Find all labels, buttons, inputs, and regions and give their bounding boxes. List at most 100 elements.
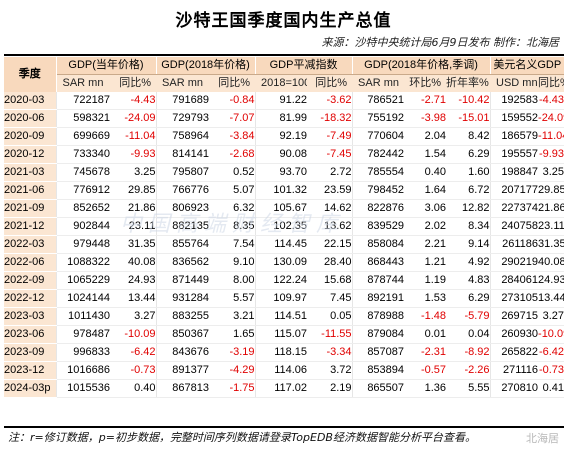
table-cell: 785554 bbox=[351, 163, 405, 182]
row-period: 2022-09 bbox=[4, 271, 56, 290]
table-cell: 8.42 bbox=[446, 127, 491, 146]
table-cell: 1015536 bbox=[55, 379, 110, 398]
group-header-gdp-2018-sa: GDP(2018年价格,季调) bbox=[351, 57, 491, 75]
table-cell: 729793 bbox=[155, 109, 210, 128]
row-period: 2023-12 bbox=[4, 361, 56, 380]
table-cell: -24.09 bbox=[110, 109, 157, 128]
source-line: 来源：沙特中央统计局6月9日发布 制作：北海居 bbox=[321, 36, 560, 49]
table-cell: 9.10 bbox=[209, 253, 256, 272]
table-row: 2022-12 1024144 13.44 931284 5.57 109.97 7.45 8… bbox=[4, 289, 565, 308]
table-cell: 755192 bbox=[351, 109, 405, 128]
row-period: 2020-12 bbox=[4, 145, 56, 164]
row-period: 2020-03 bbox=[4, 92, 56, 110]
table-cell: 0.05 bbox=[307, 307, 353, 326]
table-cell: -11.55 bbox=[307, 325, 353, 344]
table-cell: -4.29 bbox=[209, 361, 256, 380]
table-cell: 21.86 bbox=[538, 199, 565, 218]
table-cell: 122.24 bbox=[254, 271, 308, 290]
table-cell: 852652 bbox=[55, 199, 110, 218]
table-cell: 878744 bbox=[351, 271, 405, 290]
table-cell: 260930 bbox=[489, 325, 539, 344]
table-cell: -6.42 bbox=[538, 343, 565, 362]
table-cell: 996833 bbox=[55, 343, 110, 362]
table-cell: 858084 bbox=[351, 235, 405, 254]
table-cell: 8.34 bbox=[446, 217, 491, 236]
table-cell: 270810 bbox=[489, 379, 539, 398]
table-cell: 115.07 bbox=[254, 325, 308, 344]
table-cell: 770604 bbox=[351, 127, 405, 146]
table-body: 2020-03 722187 -4.43 791689 -0.84 91.22 -3.62 7… bbox=[4, 92, 565, 398]
table-cell: 159552 bbox=[489, 109, 539, 128]
table-cell: 1.60 bbox=[446, 163, 491, 182]
group-header-gdp-current: GDP(当年价格) bbox=[55, 57, 157, 75]
table-cell: 186579 bbox=[489, 127, 539, 146]
table-cell: 979448 bbox=[55, 235, 110, 254]
group-header-deflator: GDP平减指数 bbox=[254, 57, 353, 75]
table-cell: -9.93 bbox=[110, 145, 157, 164]
table-cell: -0.57 bbox=[404, 361, 447, 380]
row-period: 2020-06 bbox=[4, 109, 56, 128]
table-cell: 109.97 bbox=[254, 289, 308, 308]
sub-header: SAR mn bbox=[156, 74, 210, 92]
table-cell: 31.35 bbox=[110, 235, 157, 254]
table-cell: 13.62 bbox=[307, 217, 353, 236]
table-cell: 839529 bbox=[351, 217, 405, 236]
table-cell: 29.85 bbox=[538, 181, 565, 200]
table-row: 2022-03 979448 31.35 855764 7.54 114.45 22.15 8… bbox=[4, 235, 565, 254]
table-cell: 40.08 bbox=[538, 253, 565, 272]
table-cell: 290219 bbox=[489, 253, 539, 272]
table-cell: 0.01 bbox=[404, 325, 447, 344]
table-cell: -2.68 bbox=[209, 145, 256, 164]
table-cell: 6.29 bbox=[446, 289, 491, 308]
table-row: 2020-03 722187 -4.43 791689 -0.84 91.22 -3.62 7… bbox=[4, 92, 565, 110]
table-cell: 91.22 bbox=[254, 92, 308, 110]
table-cell: 29.85 bbox=[110, 181, 157, 200]
table-cell: 13.44 bbox=[110, 289, 157, 308]
table-cell: -0.73 bbox=[538, 361, 565, 380]
table-cell: 7.45 bbox=[307, 289, 353, 308]
table-cell: 4.92 bbox=[446, 253, 491, 272]
table-cell: 195557 bbox=[489, 145, 539, 164]
table-cell: -6.42 bbox=[110, 343, 157, 362]
table-cell: 15.68 bbox=[307, 271, 353, 290]
table-cell: 868443 bbox=[351, 253, 405, 272]
table-cell: -4.43 bbox=[538, 92, 565, 110]
table-cell: 1.53 bbox=[404, 289, 447, 308]
table-row: 2022-09 1065229 24.93 871449 8.00 122.24 15.68… bbox=[4, 271, 565, 290]
table-cell: 6.32 bbox=[209, 199, 256, 218]
table-row: 2023-12 1016686 -0.73 891377 -4.29 114.06 3.72… bbox=[4, 361, 565, 380]
table-cell: 836562 bbox=[155, 253, 210, 272]
table-row: 2021-06 776912 29.85 766776 5.07 101.32 23.59 7… bbox=[4, 181, 565, 200]
table-cell: 271116 bbox=[489, 361, 539, 380]
table-cell: 850367 bbox=[155, 325, 210, 344]
table-cell: 791689 bbox=[155, 92, 210, 110]
table-cell: 93.70 bbox=[254, 163, 308, 182]
table-cell: 883255 bbox=[155, 307, 210, 326]
table-cell: 766776 bbox=[155, 181, 210, 200]
table-cell: 8.00 bbox=[209, 271, 256, 290]
table-cell: 23.59 bbox=[307, 181, 353, 200]
table-cell: 14.62 bbox=[307, 199, 353, 218]
table-cell: 90.08 bbox=[254, 145, 308, 164]
table-cell: 6.29 bbox=[446, 145, 491, 164]
table-cell: 23.11 bbox=[538, 217, 565, 236]
table-cell: 0.52 bbox=[209, 163, 256, 182]
sub-header: SAR mn bbox=[56, 74, 110, 92]
sub-header: 同比% bbox=[209, 74, 256, 92]
table-cell: 891377 bbox=[155, 361, 210, 380]
table-cell: 3.27 bbox=[538, 307, 565, 326]
table-cell: 871449 bbox=[155, 271, 210, 290]
table-cell: 843676 bbox=[155, 343, 210, 362]
table-cell: 0.40 bbox=[110, 379, 157, 398]
table-cell: -4.43 bbox=[110, 92, 157, 110]
table-row: 2021-03 745678 3.25 795807 0.52 93.70 2.72 7855… bbox=[4, 163, 565, 182]
table-cell: 745678 bbox=[55, 163, 110, 182]
table-row: 2023-06 978487 -10.09 850367 1.65 115.07 -11.5… bbox=[4, 325, 565, 344]
table-cell: 4.83 bbox=[446, 271, 491, 290]
table-cell: 1065229 bbox=[55, 271, 110, 290]
table-cell: 31.35 bbox=[538, 235, 565, 254]
table-cell: 40.08 bbox=[110, 253, 157, 272]
group-header-usd-gdp: 美元名义GDP bbox=[489, 57, 565, 75]
table-cell: 882135 bbox=[155, 217, 210, 236]
sub-header: 2018=100 bbox=[255, 74, 308, 92]
